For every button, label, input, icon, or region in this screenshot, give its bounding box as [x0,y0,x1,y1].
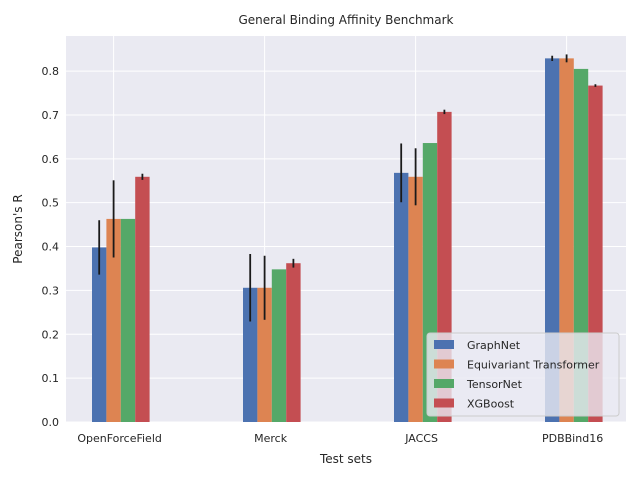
legend-label: Equivariant Transformer [467,359,600,372]
bar-tensornet [120,218,136,422]
x-tick-label: JACCS [404,432,438,445]
bar-graphnet [92,247,107,422]
y-gridlines [66,70,626,423]
y-tick-label: 0.2 [42,328,60,341]
legend-label: XGBoost [467,398,515,411]
bar-tensornet [271,269,287,422]
bar-graphnet [394,172,409,422]
bar-equivariant-transformer [257,287,272,422]
bar-xgboost [286,263,301,422]
legend-swatch [434,340,454,349]
bar-graphnet [545,58,560,423]
x-tick-label: Merck [254,432,288,445]
y-tick-label: 0.6 [42,153,60,166]
x-axis-label: Test sets [319,452,372,466]
legend-items: GraphNet Equivariant Transformer TensorNet… [434,339,600,411]
legend-swatch [434,359,454,369]
legend: GraphNet Equivariant Transformer TensorNet… [426,332,620,417]
y-tick-labels: 0.0 0.1 0.2 0.3 0.4 0.5 0.6 0.7 0.8 [42,65,60,429]
legend-label: TensorNet [466,378,523,391]
chart-title: General Binding Affinity Benchmark [239,13,454,27]
y-tick-label: 0.7 [42,109,60,122]
bar-graphnet [243,287,258,422]
y-tick-label: 0.0 [42,416,60,429]
x-tick-label: PDBBind16 [542,432,603,445]
y-tick-label: 0.1 [42,372,60,385]
legend-swatch [434,398,454,408]
y-tick-label: 0.5 [42,197,60,210]
error-bars [98,54,597,322]
x-tick-label: OpenForceField [77,432,162,445]
legend-label: GraphNet [467,339,521,352]
y-axis-label: Pearson's R [11,194,25,263]
y-tick-label: 0.4 [42,241,60,254]
bar-equivariant-transformer [408,176,423,422]
legend-box [426,332,620,417]
bar-xgboost [135,176,150,422]
x-tick-labels: OpenForceField Merck JACCS PDBBind16 [77,432,603,445]
legend-swatch [434,379,454,388]
y-tick-label: 0.3 [42,284,60,297]
bar-equivariant-transformer [106,218,121,422]
y-tick-label: 0.8 [42,65,60,78]
bar-equivariant-transformer [559,58,574,423]
